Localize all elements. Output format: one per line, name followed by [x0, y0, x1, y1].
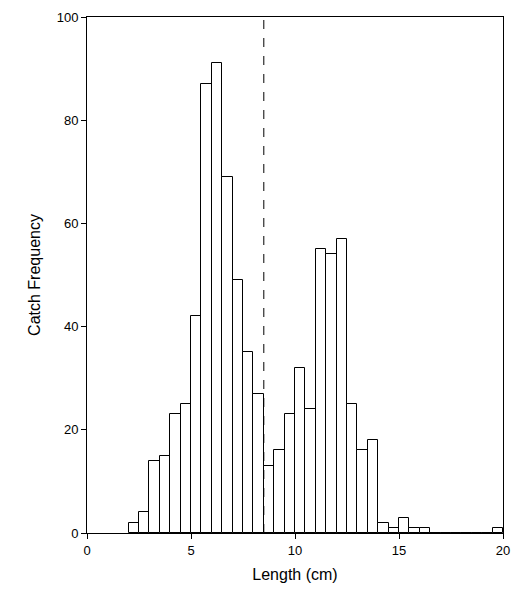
svg-text:0: 0	[83, 543, 90, 558]
svg-text:0: 0	[71, 526, 78, 541]
svg-text:15: 15	[392, 543, 406, 558]
svg-text:10: 10	[288, 543, 302, 558]
svg-text:Length (cm): Length (cm)	[252, 566, 337, 583]
svg-text:60: 60	[64, 216, 78, 231]
svg-text:100: 100	[57, 10, 79, 25]
svg-text:5: 5	[187, 543, 194, 558]
svg-text:Catch Frequency: Catch Frequency	[26, 214, 43, 336]
svg-text:80: 80	[64, 113, 78, 128]
svg-text:20: 20	[64, 422, 78, 437]
svg-text:20: 20	[496, 543, 510, 558]
svg-text:40: 40	[64, 319, 78, 334]
